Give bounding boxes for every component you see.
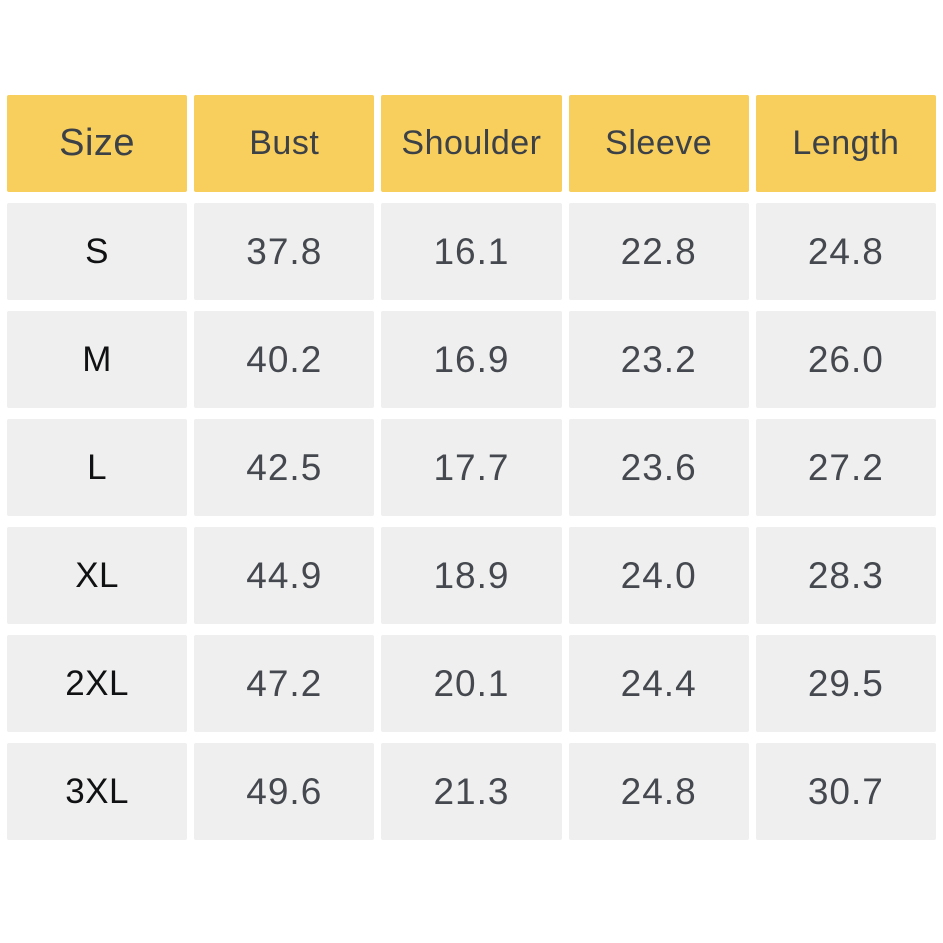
value-cell: 29.5 xyxy=(755,635,936,732)
value-cell: 23.2 xyxy=(568,311,749,408)
value-cell: 47.2 xyxy=(194,635,375,732)
size-chart-container: Size Bust Shoulder Sleeve Length S 37.8 … xyxy=(0,84,943,851)
value-cell: 37.8 xyxy=(194,203,375,300)
value-cell: 17.7 xyxy=(381,419,562,516)
value-cell: 21.3 xyxy=(381,743,562,840)
value-cell: 24.4 xyxy=(568,635,749,732)
value-cell: 49.6 xyxy=(194,743,375,840)
table-row: L 42.5 17.7 23.6 27.2 xyxy=(7,419,936,516)
table-row: XL 44.9 18.9 24.0 28.3 xyxy=(7,527,936,624)
value-cell: 42.5 xyxy=(194,419,375,516)
size-cell: L xyxy=(7,419,188,516)
column-header-size: Size xyxy=(7,95,188,192)
table-row: 2XL 47.2 20.1 24.4 29.5 xyxy=(7,635,936,732)
size-cell: XL xyxy=(7,527,188,624)
size-cell: M xyxy=(7,311,188,408)
column-header-shoulder: Shoulder xyxy=(381,95,562,192)
value-cell: 40.2 xyxy=(194,311,375,408)
size-cell: S xyxy=(7,203,188,300)
value-cell: 24.8 xyxy=(755,203,936,300)
value-cell: 24.0 xyxy=(568,527,749,624)
size-cell: 3XL xyxy=(7,743,188,840)
value-cell: 28.3 xyxy=(755,527,936,624)
table-row: 3XL 49.6 21.3 24.8 30.7 xyxy=(7,743,936,840)
value-cell: 23.6 xyxy=(568,419,749,516)
size-cell: 2XL xyxy=(7,635,188,732)
size-chart-header: Size Bust Shoulder Sleeve Length xyxy=(7,95,936,192)
header-row: Size Bust Shoulder Sleeve Length xyxy=(7,95,936,192)
value-cell: 26.0 xyxy=(755,311,936,408)
value-cell: 16.1 xyxy=(381,203,562,300)
value-cell: 20.1 xyxy=(381,635,562,732)
value-cell: 27.2 xyxy=(755,419,936,516)
table-row: M 40.2 16.9 23.2 26.0 xyxy=(7,311,936,408)
value-cell: 30.7 xyxy=(755,743,936,840)
size-chart-table: Size Bust Shoulder Sleeve Length S 37.8 … xyxy=(0,84,943,851)
column-header-length: Length xyxy=(755,95,936,192)
value-cell: 22.8 xyxy=(568,203,749,300)
value-cell: 24.8 xyxy=(568,743,749,840)
column-header-sleeve: Sleeve xyxy=(568,95,749,192)
table-row: S 37.8 16.1 22.8 24.8 xyxy=(7,203,936,300)
size-chart-body: S 37.8 16.1 22.8 24.8 M 40.2 16.9 23.2 2… xyxy=(7,203,936,840)
value-cell: 44.9 xyxy=(194,527,375,624)
value-cell: 18.9 xyxy=(381,527,562,624)
column-header-bust: Bust xyxy=(194,95,375,192)
value-cell: 16.9 xyxy=(381,311,562,408)
